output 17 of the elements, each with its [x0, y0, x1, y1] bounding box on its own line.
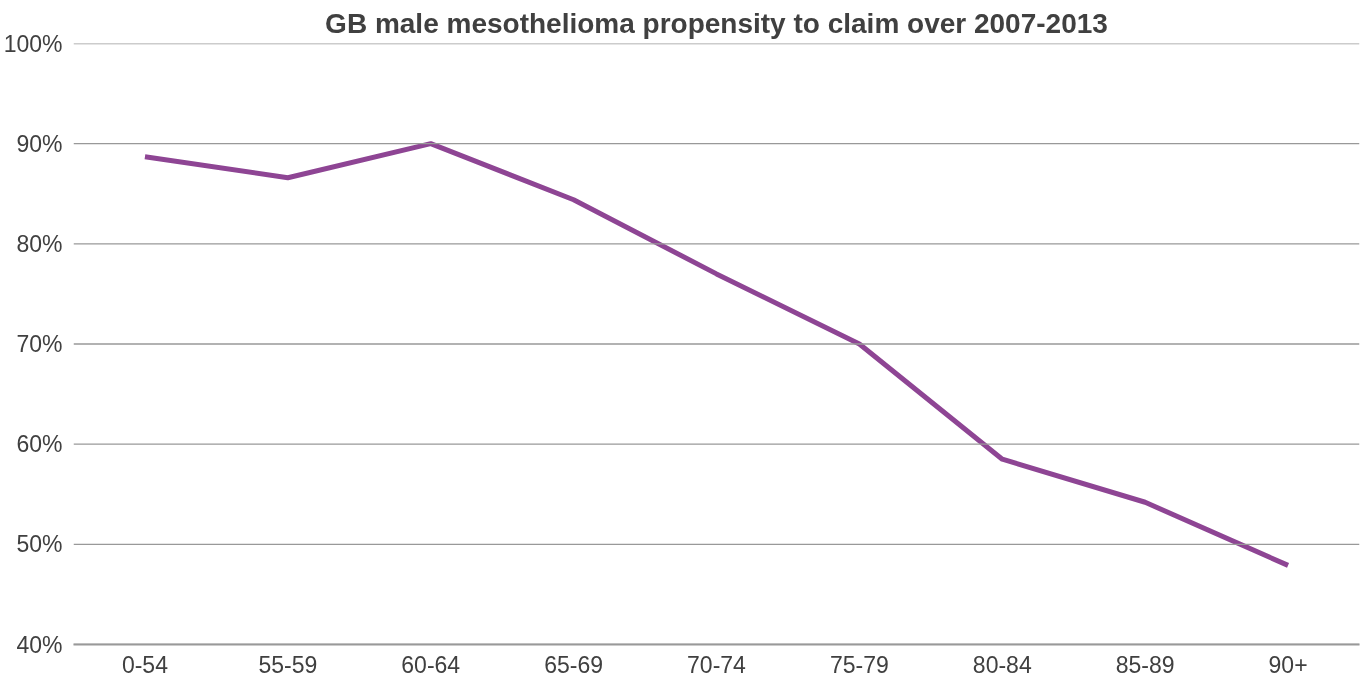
- x-tick-label: 60-64: [401, 651, 461, 675]
- x-tick-label: 65-69: [544, 651, 604, 675]
- chart-title: GB male mesothelioma propensity to claim over 2007-2013: [325, 7, 1108, 39]
- x-tick-label: 80-84: [972, 651, 1032, 675]
- y-tick-label: 100%: [3, 30, 63, 57]
- y-tick-label: 70%: [16, 331, 63, 357]
- x-tick-label: 70-74: [687, 651, 747, 675]
- y-tick-label: 60%: [16, 431, 63, 458]
- y-tick-label: 90%: [16, 130, 63, 157]
- x-tick-label: 75-79: [829, 651, 889, 675]
- x-tick-label: 55-59: [258, 651, 318, 675]
- y-tick-label: 80%: [16, 230, 63, 257]
- x-tick-label: 85-89: [1115, 651, 1175, 675]
- y-tick-label: 40%: [16, 631, 63, 658]
- x-tick-label: 0-54: [121, 651, 169, 675]
- x-tick-label: 90+: [1268, 651, 1308, 675]
- y-tick-label: 50%: [16, 531, 63, 558]
